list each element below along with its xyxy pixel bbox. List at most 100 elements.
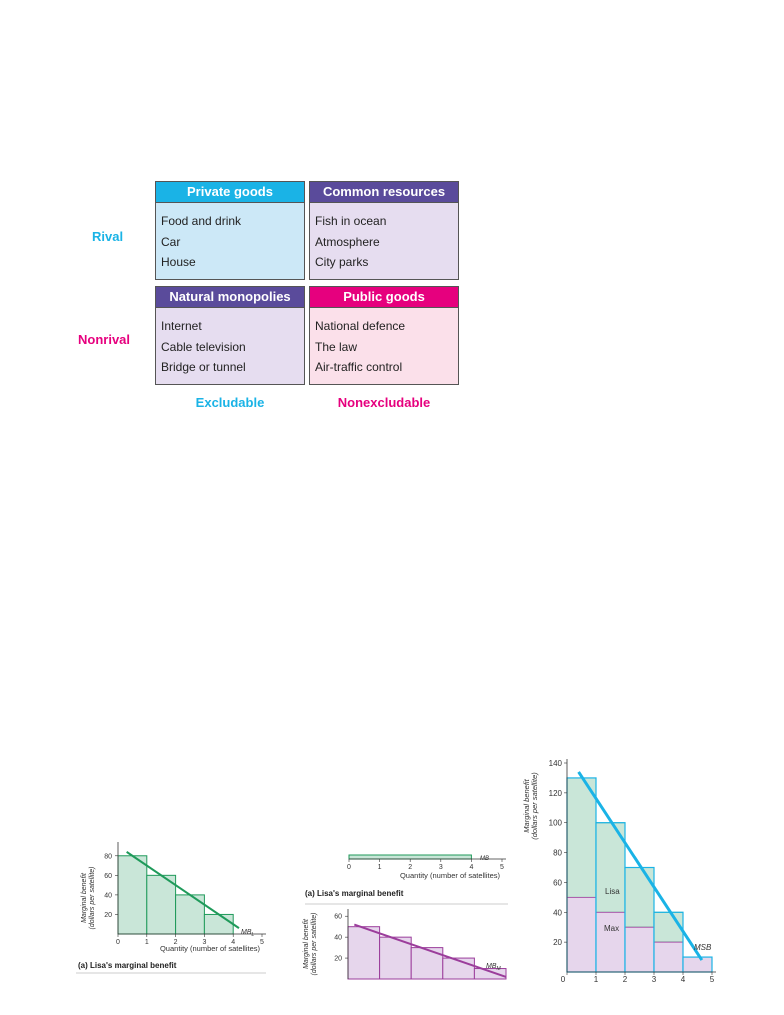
x-tick-label: 4 (469, 864, 473, 871)
list-item: Fish in ocean (315, 214, 387, 228)
chart-max-marginal-benefit: 20 40 60 (334, 909, 507, 980)
cell-natural-monopolies: Natural monopolies Internet Cable televi… (155, 286, 305, 385)
list-item: Cable television (161, 339, 246, 354)
y-axis-title: (dollars per satellite) (530, 772, 539, 840)
mb-line-label: MBM (486, 963, 502, 972)
x-tick-label: 5 (710, 975, 715, 984)
bar (348, 854, 472, 860)
chart-title: (a) Lisa's marginal benefit (305, 889, 404, 898)
y-tick-label: 80 (104, 853, 112, 860)
col-label-excludable: Excludable (195, 395, 265, 410)
y-tick-label: 60 (334, 914, 342, 921)
bar (473, 968, 507, 980)
bar-max (653, 941, 684, 973)
mb-lisa-line (126, 851, 240, 929)
y-axis-title: (dollars per satellite) (89, 866, 96, 929)
y-tick-label: 120 (549, 789, 563, 798)
y-tick-label: 100 (549, 819, 563, 828)
cell-title: Public goods (310, 287, 458, 308)
list-item: Atmosphere (315, 234, 380, 249)
bar-max (682, 956, 713, 973)
x-tick-label: 3 (202, 939, 206, 946)
list-item: Bridge or tunnel (161, 360, 246, 374)
msb-line (577, 771, 704, 961)
x-axis-title: Quantity (number of satellites) (160, 944, 261, 953)
bar-max (566, 896, 597, 973)
list-item: City parks (315, 255, 369, 269)
bar (347, 926, 381, 980)
cell-title: Common resources (310, 182, 458, 203)
mb-label-subscript: L (252, 932, 255, 938)
x-tick-label: 3 (652, 975, 657, 984)
bar-total-outline (595, 822, 626, 973)
mb-line-label: MB (480, 856, 489, 862)
bar (379, 936, 412, 980)
bar (410, 947, 444, 980)
bar (146, 874, 177, 935)
bar-max (624, 926, 655, 973)
x-tick-label: 4 (681, 975, 686, 984)
msb-line-label: MSB (694, 943, 712, 952)
goods-classification-matrix: Rival Nonrival Private goods Food and dr… (0, 0, 784, 420)
y-tick-label: 20 (104, 912, 112, 919)
bar-total-outline (624, 866, 655, 973)
x-tick-label: 1 (145, 939, 149, 946)
mb-label-name: MB (241, 929, 252, 936)
y-tick-label: 40 (104, 892, 112, 899)
y-tick-label: 60 (104, 873, 112, 880)
x-tick-label: 0 (116, 939, 120, 946)
y-axis-title: Marginal benefit (81, 872, 88, 923)
list-item: Air-traffic control (315, 360, 403, 374)
y-tick-label: 40 (334, 935, 342, 942)
x-tick-label: 1 (378, 864, 382, 871)
chart-title: (a) Lisa's marginal benefit (78, 961, 177, 970)
x-tick-label: 4 (231, 939, 235, 946)
y-tick-label: 140 (549, 759, 563, 768)
chart-marginal-social-benefit: 0 1 2 3 4 5 20 40 60 80 100 120 140 (549, 759, 716, 984)
x-tick-label: 2 (623, 975, 628, 984)
y-tick-label: 20 (553, 938, 562, 947)
list-item: House (161, 255, 196, 269)
cell-private-goods: Private goods Food and drink Car House (155, 181, 305, 280)
x-tick-label: 2 (174, 939, 178, 946)
y-tick-label: 80 (553, 849, 562, 858)
y-tick-label: 20 (334, 956, 342, 963)
list-item: The law (315, 339, 358, 354)
x-tick-label: 1 (594, 975, 599, 984)
x-axis-title: Quantity (number of satellites) (400, 871, 501, 880)
bar-lisa (566, 777, 597, 898)
bar-total-outline (682, 956, 713, 973)
cell-title: Natural monopolies (156, 287, 304, 308)
y-axis-title: Marginal benefit (303, 918, 310, 969)
mb-label-subscript: M (497, 966, 502, 972)
bar-lisa (595, 822, 626, 913)
x-tick-label: 2 (408, 864, 412, 871)
y-axis-title: Marginal benefit (522, 778, 531, 832)
x-tick-label: 5 (500, 864, 504, 871)
mb-label-name: MB (486, 963, 497, 970)
series-label-max: Max (604, 924, 619, 933)
col-label-nonexcludable: Nonexcludable (337, 395, 431, 410)
x-tick-label: 5 (260, 939, 264, 946)
mb-max-line (353, 923, 507, 978)
x-tick-label: 3 (439, 864, 443, 871)
y-axis-title: (dollars per satellite) (311, 912, 318, 975)
row-label-nonrival: Nonrival (78, 332, 131, 347)
list-item: Internet (161, 319, 202, 333)
cell-public-goods: Public goods National defence The law Ai… (309, 286, 459, 385)
list-item: Food and drink (161, 214, 242, 228)
list-item: National defence (315, 319, 406, 333)
bar-total-outline (653, 911, 684, 973)
row-label-rival: Rival (92, 229, 124, 244)
mb-line-label: MBL (241, 929, 255, 938)
chart-lisa-marginal-benefit: 0 1 2 3 4 5 20 40 60 80 (104, 842, 266, 946)
chart-lisa-fragment: 0 1 2 3 4 5 (347, 854, 506, 871)
cell-common-resources: Common resources Fish in ocean Atmospher… (309, 181, 459, 280)
x-tick-label: 0 (561, 975, 566, 984)
list-item: Car (161, 234, 181, 249)
y-tick-label: 60 (553, 878, 562, 887)
bar-total-outline (566, 777, 597, 973)
bar (117, 855, 148, 935)
cell-title: Private goods (156, 182, 304, 203)
bar-max (595, 911, 626, 973)
